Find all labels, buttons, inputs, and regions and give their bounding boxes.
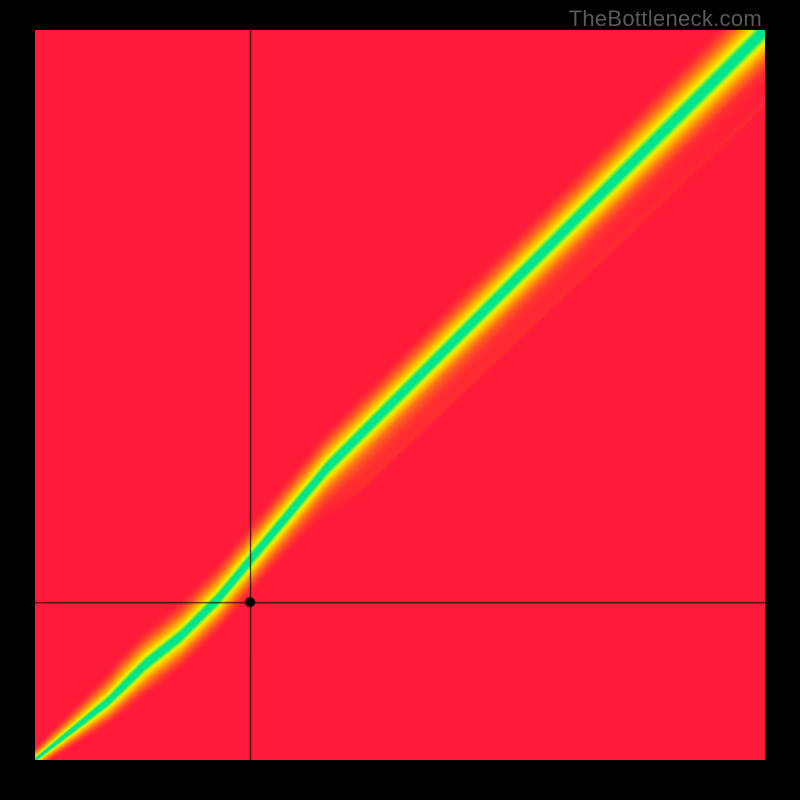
watermark-text: TheBottleneck.com [569, 6, 762, 32]
heatmap-plot [35, 30, 765, 760]
heatmap-canvas [35, 30, 765, 760]
